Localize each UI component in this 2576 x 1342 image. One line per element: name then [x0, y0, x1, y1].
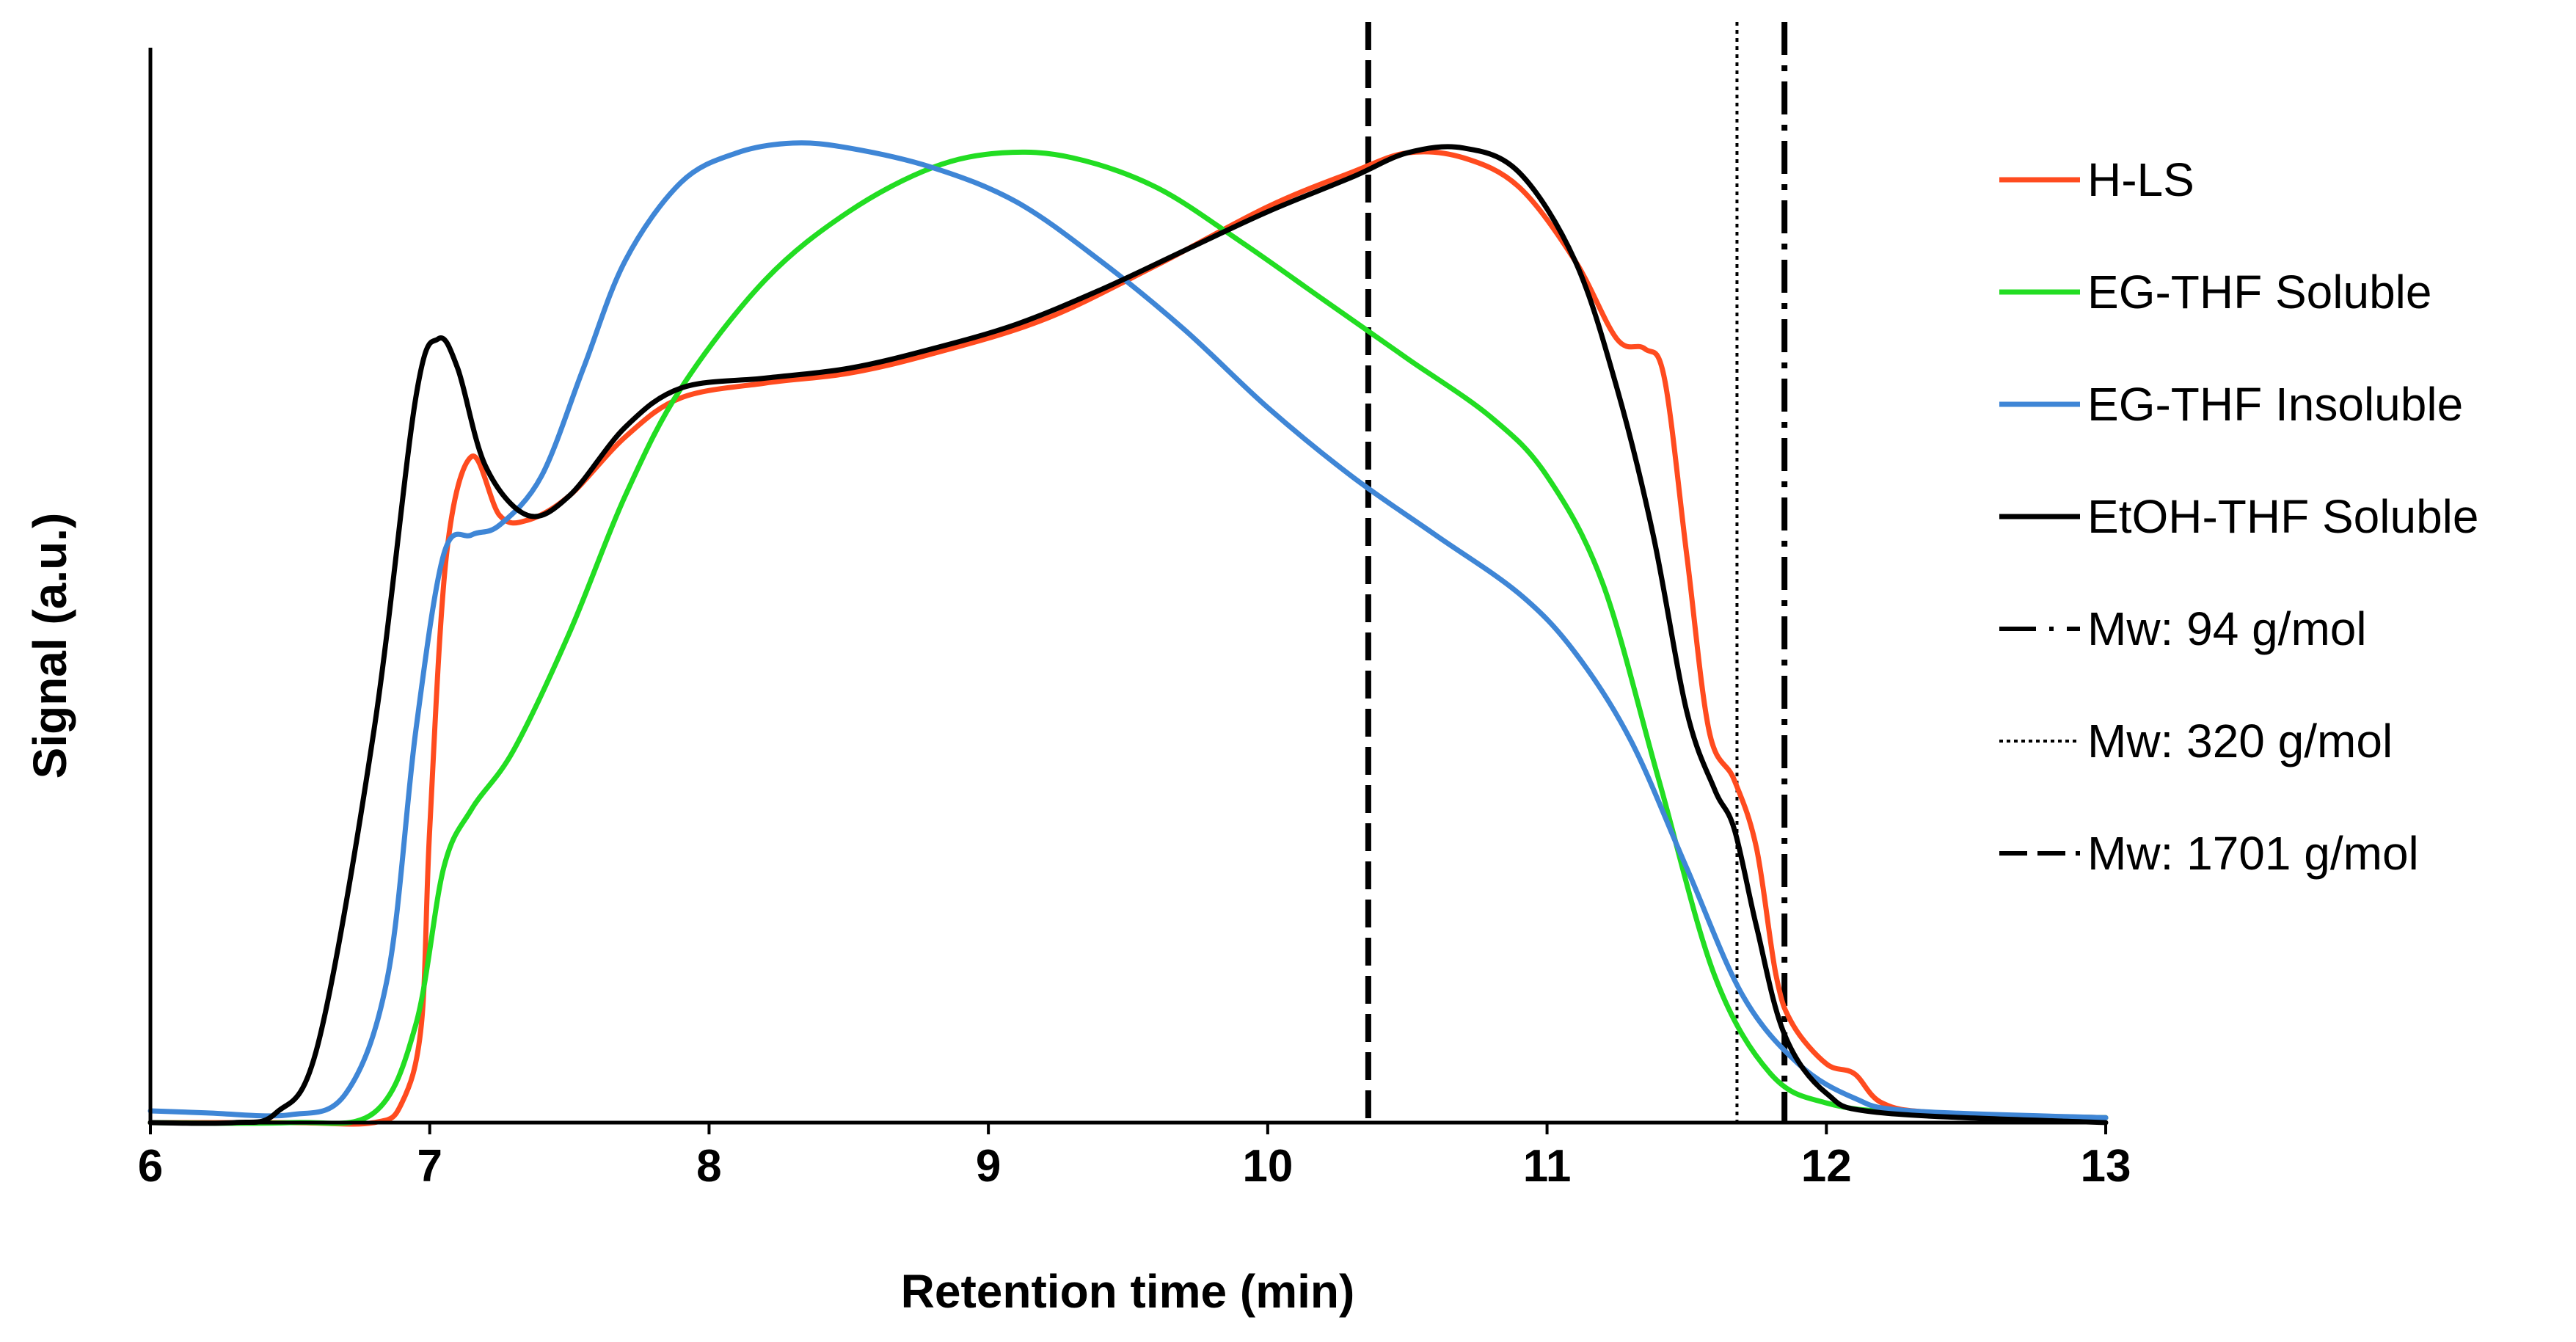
- legend-label-h-ls: H-LS: [2087, 153, 2194, 206]
- x-tick-label: 10: [1242, 1141, 1293, 1192]
- y-axis-title: Signal (a.u.): [23, 513, 76, 779]
- series-line-eg-thf-insoluble: [147, 140, 2109, 1120]
- series-line-h-ls: [147, 149, 2109, 1127]
- x-tick-label: 6: [138, 1141, 163, 1192]
- x-tick-label: 11: [1523, 1141, 1572, 1192]
- x-tick-label: 9: [976, 1141, 1001, 1192]
- legend-label-mw-320-g-mol: Mw: 320 g/mol: [2087, 715, 2393, 767]
- legend-label-eg-thf-insoluble: EG-THF Insoluble: [2087, 378, 2463, 431]
- legend-label-etoh-thf-soluble: EtOH-THF Soluble: [2087, 490, 2478, 543]
- x-tick-label: 12: [1801, 1141, 1852, 1192]
- legend: H-LS EG-THF Soluble EG-THF Insoluble EtOH-T…: [1999, 153, 2478, 880]
- legend-label-eg-thf-soluble: EG-THF Soluble: [2087, 266, 2431, 318]
- legend-label-mw-1701-g-mol: Mw: 1701 g/mol: [2087, 827, 2419, 880]
- x-tick-label: 8: [696, 1141, 721, 1192]
- legend-label-mw-94-g-mol: Mw: 94 g/mol: [2087, 602, 2367, 655]
- series-line-etoh-thf-soluble: [147, 144, 2109, 1126]
- x-axis-title: Retention time (min): [901, 1265, 1355, 1318]
- x-tick-label: 7: [417, 1141, 442, 1192]
- x-tick-label: 13: [2081, 1141, 2131, 1192]
- series-line-eg-thf-soluble: [147, 149, 2109, 1126]
